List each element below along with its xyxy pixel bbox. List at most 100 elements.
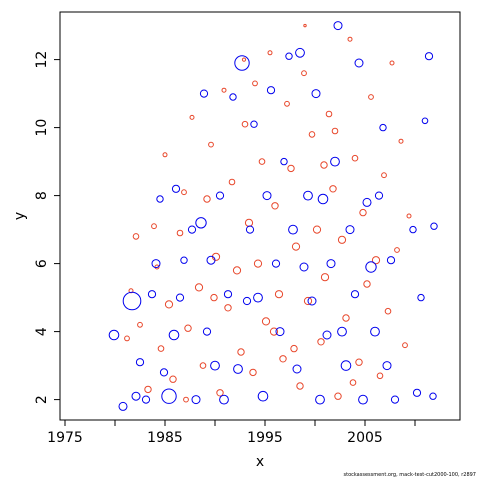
point-negative: [402, 342, 408, 349]
point-positive: [135, 358, 145, 367]
point-negative: [203, 195, 211, 203]
point-positive: [147, 290, 157, 299]
point-positive: [326, 259, 336, 269]
point-positive: [362, 197, 372, 207]
point-positive: [151, 259, 161, 269]
point-positive: [168, 329, 180, 341]
point-negative: [308, 131, 316, 138]
y-tick-label: 4: [34, 327, 50, 336]
point-negative: [189, 114, 195, 120]
x-tick-label: 1995: [247, 430, 283, 446]
point-positive: [311, 89, 321, 99]
point-negative: [164, 300, 174, 309]
x-tick-label: 1975: [47, 430, 83, 446]
point-negative: [241, 120, 249, 128]
point-negative: [368, 94, 374, 100]
point-negative: [384, 307, 392, 315]
point-positive: [337, 326, 347, 337]
point-negative: [162, 152, 168, 158]
point-positive: [345, 225, 355, 235]
point-positive: [292, 364, 302, 374]
point-positive: [250, 120, 258, 128]
point-positive: [333, 21, 343, 31]
y-axis: 2 4 6 8 10 12: [34, 51, 60, 404]
point-positive: [206, 255, 216, 265]
point-positive: [156, 195, 164, 203]
point-positive: [245, 225, 255, 234]
point-positive: [229, 93, 237, 101]
y-tick-label: 12: [34, 51, 50, 69]
point-positive: [122, 291, 142, 311]
point-negative: [359, 208, 367, 217]
point-negative: [261, 317, 271, 326]
point-positive: [159, 368, 169, 377]
point-positive: [215, 191, 225, 200]
point-negative: [291, 242, 301, 251]
point-positive: [315, 394, 325, 405]
point-negative: [279, 355, 287, 363]
point-positive: [424, 52, 434, 61]
point-negative: [269, 327, 279, 336]
point-negative: [184, 324, 192, 332]
point-negative: [267, 50, 273, 56]
y-tick-label: 6: [34, 259, 50, 268]
point-positive: [275, 327, 285, 337]
point-negative: [224, 304, 232, 312]
point-negative: [258, 158, 266, 165]
y-axis-title: y: [12, 212, 28, 220]
point-negative: [287, 164, 295, 173]
point-positive: [223, 290, 233, 299]
point-positive: [202, 327, 212, 336]
point-negative: [253, 259, 263, 268]
point-positive: [161, 388, 177, 404]
x-axis: 1975 1985 1995 2005: [47, 420, 416, 446]
point-negative: [347, 36, 353, 42]
point-positive: [253, 292, 263, 303]
point-positive: [233, 364, 243, 374]
point-positive: [191, 395, 201, 405]
point-positive: [322, 330, 332, 340]
point-positive: [307, 296, 317, 306]
point-positive: [118, 401, 128, 411]
point-negative: [398, 138, 404, 144]
point-positive: [180, 256, 188, 264]
point-positive: [317, 193, 329, 205]
point-negative: [296, 382, 304, 390]
point-positive: [430, 222, 438, 230]
x-tick-label: 1985: [147, 430, 183, 446]
y-tick-label: 10: [34, 119, 50, 137]
point-negative: [334, 392, 342, 400]
y-tick-label: 8: [34, 191, 50, 200]
point-negative: [325, 110, 333, 118]
point-positive: [379, 123, 387, 132]
point-positive: [374, 191, 384, 200]
point-negative: [284, 100, 290, 107]
x-tick-label: 2005: [347, 430, 383, 446]
point-positive: [350, 290, 360, 299]
point-negative: [157, 345, 165, 352]
point-negative: [181, 189, 187, 196]
point-positive: [299, 262, 309, 272]
point-negative: [194, 283, 204, 292]
point-positive: [417, 293, 425, 302]
point-negative: [320, 273, 330, 282]
point-positive: [141, 395, 151, 404]
point-negative: [199, 362, 207, 369]
point-positive: [429, 392, 437, 400]
point-positive: [210, 360, 220, 371]
point-negative: [312, 225, 322, 234]
point-negative: [151, 223, 157, 230]
point-negative: [252, 80, 258, 87]
point-negative: [371, 256, 381, 265]
point-negative: [331, 127, 339, 135]
point-negative: [176, 229, 184, 237]
point-negative: [249, 368, 257, 377]
point-positive: [199, 89, 209, 98]
point-negative: [144, 385, 152, 394]
point-positive: [219, 394, 229, 405]
point-negative: [216, 389, 224, 397]
point-positive: [295, 47, 305, 58]
point-negative: [132, 233, 140, 240]
point-positive: [285, 52, 293, 60]
